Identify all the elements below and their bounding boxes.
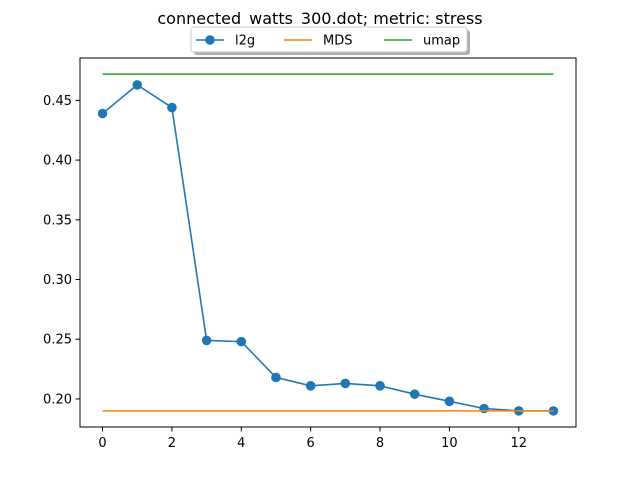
data-point-l2g-11 [479,403,489,414]
data-point-l2g-3 [201,335,212,346]
y-tick-label: 0.20 [43,392,72,407]
plot-background [80,58,576,427]
y-tick-label: 0.40 [43,154,72,169]
data-point-l2g-10 [444,396,455,407]
y-tick-label: 0.35 [43,213,72,228]
legend-frame [190,26,468,53]
legend-label-umap: umap [423,34,460,49]
data-point-l2g-1 [132,80,143,90]
data-point-l2g-9 [409,389,420,399]
series-line-l2g [102,84,554,412]
data-point-l2g-6 [305,381,316,391]
data-point-l2g-4 [236,336,247,347]
data-point-l2g-13 [548,406,559,416]
plot-area [80,58,576,427]
axes-frame [79,57,577,428]
chart-title: connected_watts_300.dot; metric: stress [157,9,482,29]
x-tick-label: 10 [441,436,458,451]
x-tick-label: 8 [376,436,384,451]
y-tick-label: 0.45 [43,94,72,109]
legend: l2g MDS umap [190,26,470,55]
data-point-l2g-7 [340,378,351,389]
data-point-l2g-5 [271,372,281,383]
legend-label-l2g: l2g [235,34,255,49]
x-tick-label: 0 [98,436,106,451]
x-tick-label: 12 [510,436,527,451]
axes-layer: 0 2 4 6 8 10 12 0.20 0.25 0.30 0.35 0.40 0.45 [43,57,577,451]
series-layer [97,73,559,416]
data-point-l2g-2 [167,102,177,113]
x-tick-label: 2 [168,436,176,451]
data-point-l2g-8 [375,381,385,391]
legend-label-mds: MDS [323,34,352,49]
data-point-l2g-0 [97,108,108,119]
legend-marker-l2g [205,35,215,45]
x-tick-label: 6 [307,436,315,451]
y-tick-label: 0.30 [43,273,72,288]
y-tick-label: 0.25 [43,333,72,348]
x-tick-label: 4 [237,436,245,451]
